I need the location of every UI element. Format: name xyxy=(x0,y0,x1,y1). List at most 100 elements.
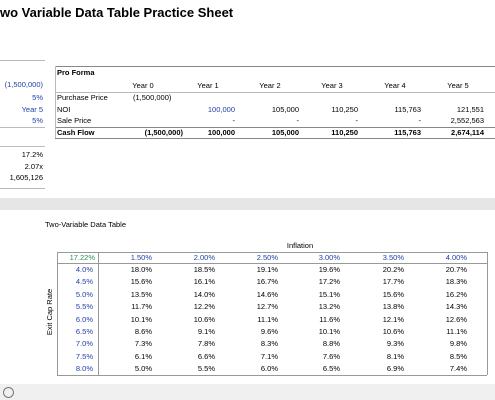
output-cell: 1,605,126 xyxy=(9,173,43,182)
cell: 12.2% xyxy=(193,302,215,312)
column-header: 3.50% xyxy=(382,253,404,262)
cell: 13.2% xyxy=(318,302,340,312)
cell: 7.3% xyxy=(134,339,152,349)
table-title: Two-Variable Data Table xyxy=(45,220,127,229)
cell: 8.8% xyxy=(322,339,340,349)
cell: 9.3% xyxy=(386,339,404,349)
cell: 12.6% xyxy=(445,314,467,324)
cell: 105,000 xyxy=(271,105,299,114)
cell: 7.6% xyxy=(322,351,340,361)
row-label: 6.0% xyxy=(75,314,93,324)
border xyxy=(0,146,45,147)
cell: 16.1% xyxy=(193,277,215,287)
column-header: Year 2 xyxy=(259,81,281,90)
cell: 115,763 xyxy=(394,105,421,114)
column-header: 3.00% xyxy=(318,253,340,262)
border xyxy=(98,252,99,375)
cell: 6.9% xyxy=(386,364,404,374)
border xyxy=(0,60,45,61)
cell: 14.0% xyxy=(193,289,215,299)
cell: 2,552,563 xyxy=(450,116,484,125)
cell: 18.0% xyxy=(130,265,152,274)
cell: 8.1% xyxy=(386,351,404,361)
row-label: 5.0% xyxy=(75,289,93,299)
column-header: Year 3 xyxy=(321,81,343,90)
cell: 110,250 xyxy=(331,128,358,137)
cell: 6.6% xyxy=(197,351,215,361)
divider xyxy=(0,198,495,210)
row-label: 6.5% xyxy=(75,327,93,336)
cell: 2,674,114 xyxy=(451,128,484,137)
cell: 9.8% xyxy=(449,339,467,349)
column-header: 2.00% xyxy=(193,253,215,262)
scrollbar[interactable] xyxy=(0,384,495,400)
cell: 18.3% xyxy=(445,277,467,287)
axis-label: Exit Cap Rate xyxy=(45,288,54,336)
row-label: 4.0% xyxy=(75,265,93,274)
cell: 105,000 xyxy=(271,128,299,137)
cell: 7.4% xyxy=(449,364,467,374)
row-label: NOI xyxy=(57,105,71,114)
column-header: Year 4 xyxy=(384,81,406,90)
cell: 11.6% xyxy=(319,314,340,324)
column-header: Year 0 xyxy=(132,81,154,90)
cell: 12.1% xyxy=(382,314,404,324)
row-label: 5.5% xyxy=(75,302,93,312)
cell: 17.7% xyxy=(382,277,404,287)
cell: 20.7% xyxy=(445,265,467,274)
cell: 7.8% xyxy=(197,339,215,349)
column-header: Year 1 xyxy=(197,81,219,90)
border xyxy=(55,138,495,139)
cell: 13.5% xyxy=(130,289,152,299)
output-cell: 17.2% xyxy=(21,150,43,159)
cell: (1,500,000) xyxy=(144,128,183,137)
cell: 5.0% xyxy=(134,364,152,374)
cell: 11.7% xyxy=(131,302,152,312)
input-cell: 5% xyxy=(32,116,43,125)
cell: 18.5% xyxy=(193,265,215,274)
cell: 8.3% xyxy=(260,339,278,349)
input-cell: (1,500,000) xyxy=(4,80,43,89)
row-label: Purchase Price xyxy=(57,93,108,102)
section-title: Pro Forma xyxy=(57,68,95,77)
border xyxy=(57,375,487,376)
cell: 100,000 xyxy=(207,128,235,137)
cell: 6.1% xyxy=(134,351,152,361)
sheet-title: wo Variable Data Table Practice Sheet xyxy=(0,5,234,20)
input-cell: 5% xyxy=(32,93,43,102)
cell: 16.2% xyxy=(445,289,467,299)
cell: 11.1% xyxy=(446,327,467,336)
border xyxy=(57,263,487,264)
cell: 9.1% xyxy=(197,327,215,336)
cell: 9.6% xyxy=(260,327,278,336)
column-header: 2.50% xyxy=(256,253,278,262)
cell: 16.7% xyxy=(256,277,278,287)
cell: 8.6% xyxy=(134,327,152,336)
row-label: Sale Price xyxy=(57,116,92,125)
cell: 13.8% xyxy=(382,302,404,312)
cell: - xyxy=(232,116,236,125)
cell: 10.1% xyxy=(130,314,152,324)
border xyxy=(57,252,487,253)
cell: 19.1% xyxy=(256,265,278,274)
cell: 7.1% xyxy=(260,351,278,361)
output-cell: 2.07x xyxy=(24,162,43,171)
cell: 14.6% xyxy=(256,289,278,299)
border xyxy=(55,66,495,67)
cell: 19.6% xyxy=(318,265,340,274)
cell: 115,763 xyxy=(394,128,421,137)
cell: 5.5% xyxy=(197,364,215,374)
cell: 121,551 xyxy=(456,105,484,114)
cell: 17.2% xyxy=(318,277,340,287)
row-label: 4.5% xyxy=(75,277,93,287)
add-sheet-button[interactable] xyxy=(3,387,14,398)
border xyxy=(0,127,45,128)
border xyxy=(57,252,58,375)
cell: 11.1% xyxy=(257,314,278,324)
row-label: 7.5% xyxy=(75,351,93,361)
input-cell: Year 5 xyxy=(21,105,43,114)
border xyxy=(55,92,495,93)
cell: 20.2% xyxy=(382,265,404,274)
border xyxy=(487,252,488,375)
